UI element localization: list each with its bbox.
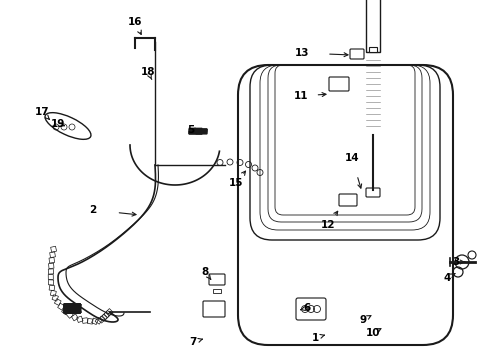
Text: 4: 4 xyxy=(443,273,450,283)
Text: 2: 2 xyxy=(89,205,97,215)
Text: 12: 12 xyxy=(320,220,335,230)
Bar xyxy=(48,274,53,280)
Text: 15: 15 xyxy=(228,178,243,188)
Bar xyxy=(52,295,58,301)
Bar xyxy=(54,299,61,305)
Text: 16: 16 xyxy=(127,17,142,27)
Bar xyxy=(213,289,221,293)
Bar xyxy=(48,280,54,285)
Text: 14: 14 xyxy=(344,153,359,163)
Bar xyxy=(48,263,54,269)
Bar xyxy=(77,316,83,323)
Bar xyxy=(61,308,68,315)
Bar xyxy=(51,246,57,252)
Bar xyxy=(106,309,113,316)
Text: 13: 13 xyxy=(294,48,308,58)
Bar xyxy=(365,0,379,52)
Bar xyxy=(87,319,93,324)
Bar xyxy=(71,314,78,321)
Text: 17: 17 xyxy=(35,107,49,117)
Text: 10: 10 xyxy=(365,328,380,338)
Text: 19: 19 xyxy=(51,119,65,129)
Bar xyxy=(50,290,56,296)
Text: 5: 5 xyxy=(187,125,194,135)
Text: 6: 6 xyxy=(303,303,310,313)
Bar xyxy=(48,269,54,274)
Bar xyxy=(104,311,111,318)
Text: 1: 1 xyxy=(311,333,318,343)
Text: 7: 7 xyxy=(189,337,196,347)
Text: 8: 8 xyxy=(201,267,208,277)
Bar xyxy=(102,312,109,319)
Bar xyxy=(49,285,55,291)
Bar xyxy=(368,47,376,52)
Text: 9: 9 xyxy=(359,315,366,325)
Text: 3: 3 xyxy=(451,257,459,267)
Bar xyxy=(66,311,73,318)
Text: 11: 11 xyxy=(293,91,307,101)
Bar xyxy=(82,318,88,323)
Bar xyxy=(91,318,98,324)
Bar xyxy=(95,317,102,324)
Bar xyxy=(58,303,64,310)
Bar xyxy=(98,316,105,323)
Bar xyxy=(100,314,107,321)
Text: 18: 18 xyxy=(141,67,155,77)
Bar xyxy=(49,257,55,263)
Bar xyxy=(50,252,55,258)
